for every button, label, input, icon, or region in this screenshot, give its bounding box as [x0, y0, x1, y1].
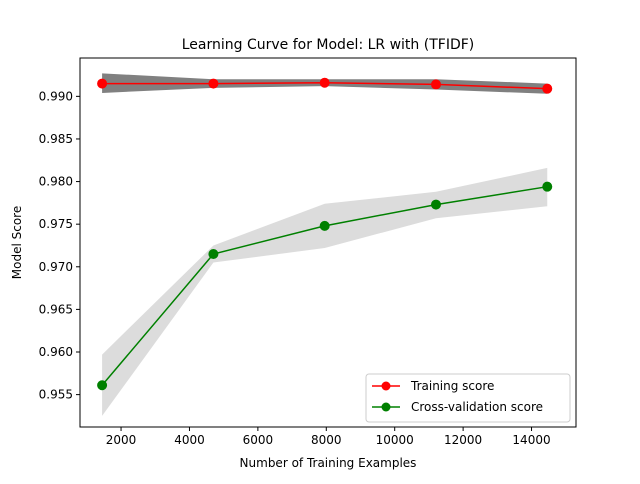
y-tick-label: 0.980: [39, 175, 73, 189]
y-tick-label: 0.955: [39, 388, 73, 402]
training-score-point: [97, 78, 108, 89]
x-tick-label: 6000: [243, 433, 274, 447]
y-tick-label: 0.975: [39, 217, 73, 231]
legend-box: [365, 373, 571, 423]
y-tick-label: 0.965: [39, 302, 73, 316]
cv-score-point: [430, 199, 441, 210]
training-score-point: [430, 79, 441, 90]
chart-title: Learning Curve for Model: LR with (TFIDF…: [182, 37, 475, 53]
x-tick-label: 8000: [311, 433, 342, 447]
training-score-point: [542, 83, 553, 94]
training-score-point: [208, 78, 219, 89]
y-tick-label: 0.970: [39, 260, 73, 274]
cv-score-point: [319, 220, 330, 231]
x-tick-label: 12000: [444, 433, 482, 447]
y-tick-label: 0.960: [39, 345, 73, 359]
plot-frame: [79, 57, 577, 428]
legend-training-marker: [381, 381, 391, 391]
legend-training-label: Training score: [410, 379, 494, 393]
y-tick-label: 0.985: [39, 132, 73, 146]
x-axis-ticks: 2000 4000 6000 8000 10000 12000 14000: [106, 427, 551, 447]
legend-cv-label: Cross-validation score: [411, 400, 543, 414]
cv-score-point: [542, 181, 553, 192]
y-axis-ticks: 0.955 0.960 0.965 0.970 0.975 0.980 0.985 0.990: [39, 89, 80, 402]
legend-cv-marker: [381, 402, 391, 412]
x-tick-label: 4000: [174, 433, 205, 447]
x-tick-label: 14000: [512, 433, 550, 447]
legend: Training score Cross-validation score: [365, 373, 571, 423]
cv-score-point: [208, 249, 219, 260]
y-tick-label: 0.990: [39, 89, 73, 103]
series-markers: [97, 77, 553, 391]
training-score-point: [319, 77, 330, 88]
y-axis-label: Model Score: [10, 206, 24, 279]
x-tick-label: 10000: [376, 433, 414, 447]
cv-score-band: [102, 167, 548, 416]
cv-score-point: [97, 380, 108, 391]
x-axis-label: Number of Training Examples: [240, 456, 417, 470]
x-tick-label: 2000: [106, 433, 137, 447]
